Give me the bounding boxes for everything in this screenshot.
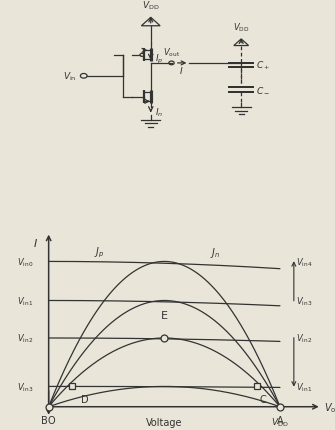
Text: $V_{\rm out}$: $V_{\rm out}$ xyxy=(324,400,335,414)
Text: $V_{\rm in1}$: $V_{\rm in1}$ xyxy=(17,295,34,307)
Text: $I$: $I$ xyxy=(34,237,39,249)
Text: $V_{\rm DD}$: $V_{\rm DD}$ xyxy=(142,0,159,12)
Text: $V_{\rm in3}$: $V_{\rm in3}$ xyxy=(17,380,34,393)
Text: C: C xyxy=(259,394,266,404)
Text: $V_{\rm in3}$: $V_{\rm in3}$ xyxy=(296,295,313,307)
Text: $V_{\rm DD}$: $V_{\rm DD}$ xyxy=(233,22,250,34)
Text: $V_{\rm in2}$: $V_{\rm in2}$ xyxy=(296,332,312,344)
Text: $V_{\rm in2}$: $V_{\rm in2}$ xyxy=(17,332,34,344)
Text: A: A xyxy=(277,415,283,425)
Text: $V_{\rm in}$: $V_{\rm in}$ xyxy=(63,71,76,83)
Text: D: D xyxy=(81,394,89,404)
Text: Voltage: Voltage xyxy=(146,417,183,427)
Text: $J_p$: $J_p$ xyxy=(94,245,105,259)
Text: $C_-$: $C_-$ xyxy=(256,86,270,95)
Text: E: E xyxy=(161,310,168,320)
Text: $V_{\rm DD}$: $V_{\rm DD}$ xyxy=(271,415,289,428)
Text: $V_{\rm in4}$: $V_{\rm in4}$ xyxy=(296,255,313,268)
Text: B: B xyxy=(41,415,48,425)
Text: $I_n$: $I_n$ xyxy=(155,106,163,118)
Text: $V_{\rm in0}$: $V_{\rm in0}$ xyxy=(17,255,34,268)
Text: $V_{\rm in1}$: $V_{\rm in1}$ xyxy=(296,380,312,393)
Text: O: O xyxy=(47,415,55,425)
Text: $I_p$: $I_p$ xyxy=(155,52,163,66)
Text: $C_+$: $C_+$ xyxy=(256,60,270,72)
Text: $V_{\rm out}$: $V_{\rm out}$ xyxy=(163,46,180,59)
Text: $I$: $I$ xyxy=(179,65,184,76)
Text: $J_n$: $J_n$ xyxy=(210,246,220,259)
